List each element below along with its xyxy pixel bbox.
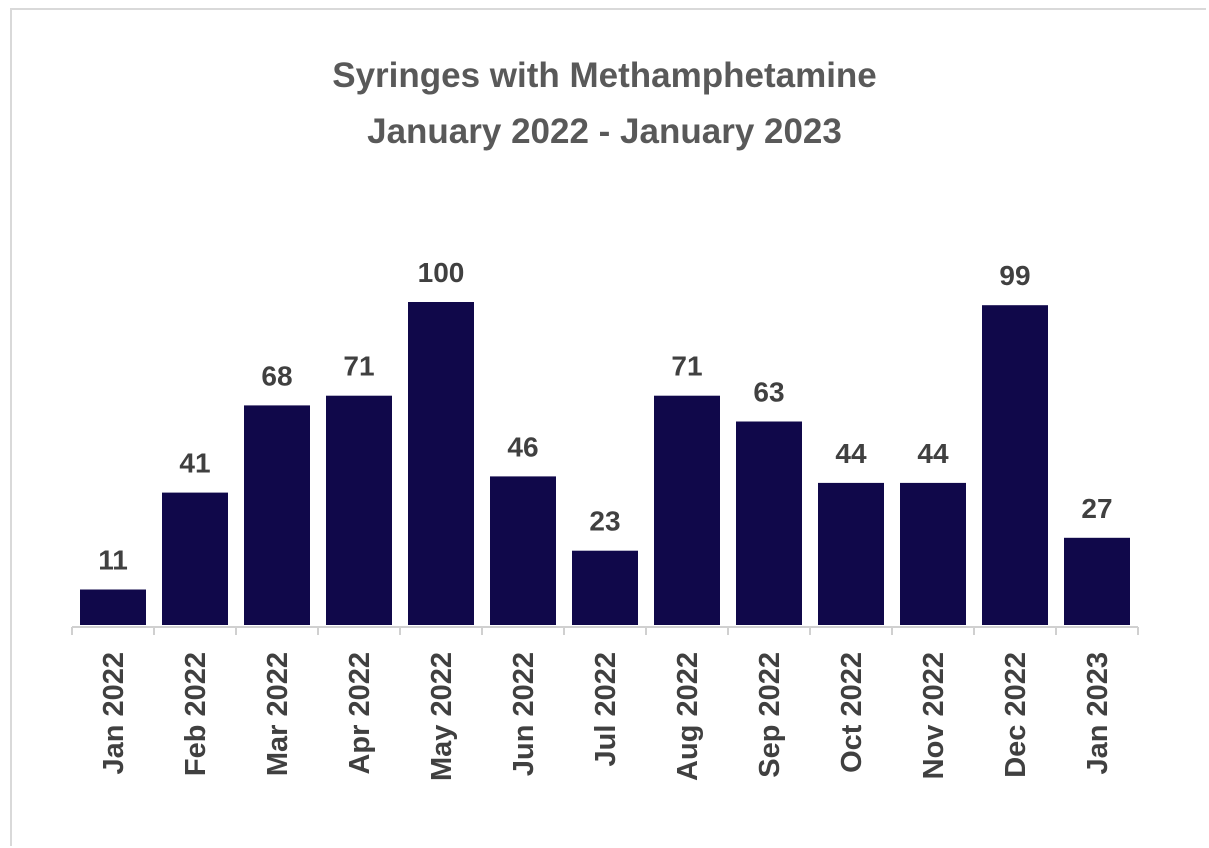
x-tick-label: Feb 2022 — [180, 652, 212, 776]
x-tick-label: Jan 2022 — [98, 652, 130, 775]
x-ticks-group — [71, 627, 1139, 635]
data-label: 71 — [671, 351, 702, 382]
bar — [1064, 537, 1130, 625]
x-tick-label: Sep 2022 — [754, 652, 786, 778]
bar — [80, 589, 146, 625]
data-label: 68 — [261, 360, 292, 391]
x-tick-label: May 2022 — [426, 652, 458, 781]
bar — [572, 550, 638, 625]
data-label: 41 — [179, 448, 210, 479]
bar — [162, 492, 228, 625]
data-label: 44 — [835, 438, 867, 469]
bar — [408, 302, 474, 625]
chart-frame — [10, 8, 1206, 846]
data-label: 11 — [98, 545, 128, 576]
x-tick-label: Jul 2022 — [590, 652, 622, 766]
data-label: 99 — [999, 260, 1030, 291]
x-tick-label: Mar 2022 — [262, 652, 294, 776]
data-label: 44 — [917, 438, 949, 469]
bar — [900, 482, 966, 625]
x-tick-label: Oct 2022 — [836, 652, 868, 773]
data-label: 100 — [418, 257, 465, 288]
bar — [736, 421, 802, 625]
data-label: 46 — [507, 431, 538, 462]
bar — [326, 395, 392, 625]
x-tick-label: Jun 2022 — [508, 652, 540, 776]
data-label: 71 — [343, 351, 374, 382]
bar — [982, 305, 1048, 625]
chart-title: Syringes with Methamphetamine — [332, 56, 877, 95]
data-label: 63 — [753, 377, 784, 408]
data-label: 27 — [1081, 493, 1112, 524]
x-tick-label: Dec 2022 — [1000, 652, 1032, 778]
x-labels-group: Jan 2022 Feb 2022 Mar 2022 Apr 2022 May 2022… — [98, 652, 1114, 781]
value-labels-group: 11 41 68 71 100 46 23 71 63 44 44 99 27 — [98, 257, 1112, 576]
bar — [490, 476, 556, 625]
x-tick-label: Jan 2023 — [1082, 652, 1114, 775]
x-tick-label: Aug 2022 — [672, 652, 704, 781]
bars-group — [80, 302, 1130, 625]
chart-subtitle: January 2022 - January 2023 — [367, 112, 842, 151]
x-tick-label: Apr 2022 — [344, 652, 376, 775]
bar — [654, 395, 720, 625]
data-label: 23 — [589, 506, 620, 537]
x-tick-label: Nov 2022 — [918, 652, 950, 779]
bar — [818, 482, 884, 625]
bar — [244, 405, 310, 625]
